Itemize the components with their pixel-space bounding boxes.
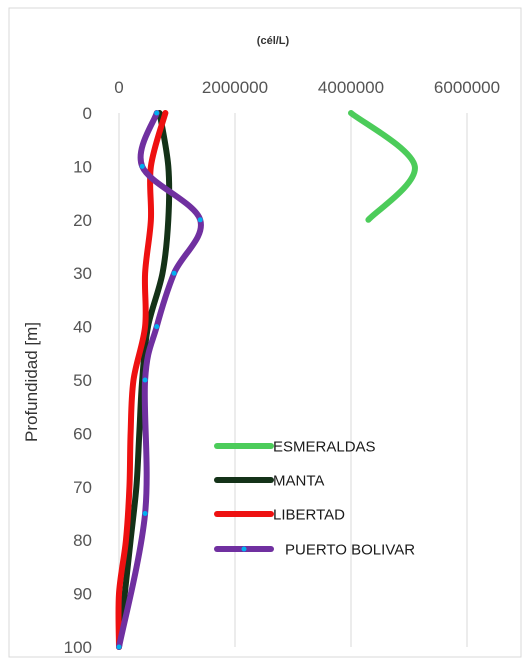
data-point-puerto-bolivar <box>142 511 148 516</box>
x-tick-label: 4000000 <box>318 78 384 97</box>
data-point-puerto-bolivar <box>197 217 203 223</box>
y-tick-label: 30 <box>73 264 92 283</box>
data-point-puerto-bolivar <box>116 644 122 650</box>
x-tick-label: 2000000 <box>202 78 268 97</box>
legend-label-esmeraldas: ESMERALDAS <box>273 439 376 456</box>
legend-label-puerto-bolivar: PUERTO BOLIVAR <box>285 542 415 559</box>
grid-lines <box>118 113 468 647</box>
y-tick-label: 90 <box>73 585 92 604</box>
data-point-puerto-bolivar <box>154 110 160 116</box>
y-tick-label: 0 <box>83 104 92 123</box>
y-tick-label: 10 <box>73 157 92 176</box>
y-tick-label: 40 <box>73 318 92 337</box>
data-point-puerto-bolivar <box>171 270 177 276</box>
series-lines <box>115 110 418 650</box>
y-tick-label: 70 <box>73 478 92 497</box>
legend-label-manta: MANTA <box>273 473 324 490</box>
y-tick-label: 50 <box>73 371 92 390</box>
y-tick-label: 60 <box>73 424 92 443</box>
y-tick-label: 80 <box>73 531 92 550</box>
axis-ticks: 0 2000000 4000000 6000000 0 10 20 30 40 50 60 70 80 9… <box>64 78 500 657</box>
legend: ESMERALDAS MANTA LIBERTAD PUERTO BOLIVAR <box>214 439 415 559</box>
legend-marker-puerto-bolivar <box>241 546 247 552</box>
x-tick-label: 6000000 <box>434 78 500 97</box>
data-point-puerto-bolivar <box>139 163 145 169</box>
y-axis-label: Profundidad [m] <box>22 322 41 442</box>
chart-title: (cél/L) <box>257 35 290 47</box>
y-tick-label: 100 <box>64 638 92 657</box>
series-line-libertad <box>115 110 169 650</box>
series-line-esmeraldas <box>348 110 418 223</box>
x-tick-label: 0 <box>114 78 123 97</box>
data-point-puerto-bolivar <box>154 324 160 330</box>
legend-label-libertad: LIBERTAD <box>273 507 345 524</box>
y-tick-label: 20 <box>73 211 92 230</box>
data-point-puerto-bolivar <box>142 377 148 383</box>
